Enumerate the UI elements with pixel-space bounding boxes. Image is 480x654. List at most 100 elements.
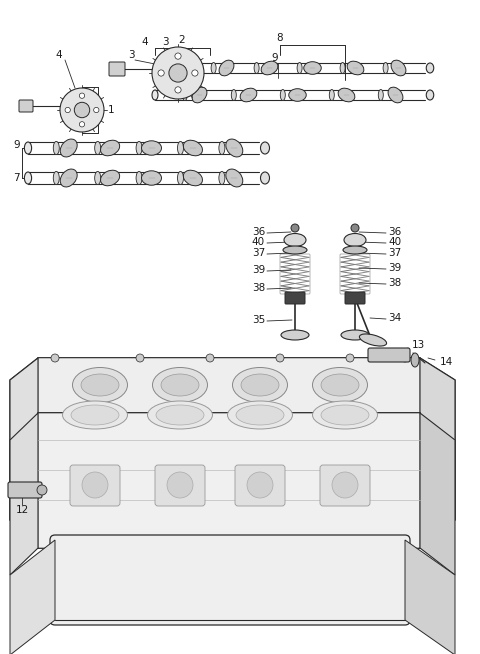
Ellipse shape bbox=[219, 141, 225, 154]
Ellipse shape bbox=[343, 246, 367, 254]
Text: 40: 40 bbox=[252, 237, 265, 247]
FancyBboxPatch shape bbox=[320, 465, 370, 506]
Ellipse shape bbox=[338, 88, 355, 102]
Ellipse shape bbox=[241, 374, 279, 396]
Polygon shape bbox=[420, 413, 455, 575]
Circle shape bbox=[175, 87, 181, 93]
Ellipse shape bbox=[226, 139, 243, 157]
FancyBboxPatch shape bbox=[8, 482, 42, 498]
Ellipse shape bbox=[360, 334, 386, 346]
Ellipse shape bbox=[240, 88, 257, 102]
Ellipse shape bbox=[153, 368, 207, 402]
Circle shape bbox=[169, 64, 187, 82]
FancyBboxPatch shape bbox=[70, 465, 120, 506]
Ellipse shape bbox=[156, 405, 204, 425]
Ellipse shape bbox=[297, 63, 302, 73]
FancyBboxPatch shape bbox=[368, 348, 410, 362]
Ellipse shape bbox=[100, 140, 120, 156]
FancyBboxPatch shape bbox=[38, 413, 420, 548]
Text: 12: 12 bbox=[15, 505, 29, 515]
Circle shape bbox=[51, 354, 59, 362]
Ellipse shape bbox=[219, 171, 225, 184]
Ellipse shape bbox=[388, 87, 403, 103]
FancyBboxPatch shape bbox=[155, 465, 205, 506]
Circle shape bbox=[206, 354, 214, 362]
Text: 4: 4 bbox=[55, 50, 62, 60]
Text: 8: 8 bbox=[276, 33, 283, 43]
Polygon shape bbox=[405, 540, 455, 654]
Ellipse shape bbox=[152, 90, 158, 100]
Polygon shape bbox=[10, 358, 38, 540]
Ellipse shape bbox=[95, 171, 101, 184]
Circle shape bbox=[60, 88, 104, 132]
Ellipse shape bbox=[60, 139, 77, 157]
Ellipse shape bbox=[228, 401, 292, 429]
Text: 35: 35 bbox=[252, 315, 265, 325]
Text: 36: 36 bbox=[388, 227, 401, 237]
Text: 2: 2 bbox=[179, 35, 185, 45]
Circle shape bbox=[167, 472, 193, 498]
Text: 3: 3 bbox=[162, 37, 168, 47]
Circle shape bbox=[192, 70, 198, 76]
Circle shape bbox=[401, 354, 409, 362]
Ellipse shape bbox=[182, 63, 188, 73]
Circle shape bbox=[351, 224, 359, 232]
Ellipse shape bbox=[426, 63, 434, 73]
Ellipse shape bbox=[341, 330, 369, 340]
FancyBboxPatch shape bbox=[235, 465, 285, 506]
Circle shape bbox=[79, 122, 84, 127]
Ellipse shape bbox=[178, 141, 183, 154]
Text: 7: 7 bbox=[13, 173, 20, 183]
Ellipse shape bbox=[136, 141, 142, 154]
Ellipse shape bbox=[142, 171, 161, 185]
Ellipse shape bbox=[53, 141, 60, 154]
Ellipse shape bbox=[411, 353, 419, 367]
Ellipse shape bbox=[24, 142, 32, 154]
Ellipse shape bbox=[232, 368, 288, 402]
Circle shape bbox=[175, 53, 181, 60]
Ellipse shape bbox=[340, 63, 345, 73]
Circle shape bbox=[346, 354, 354, 362]
Ellipse shape bbox=[321, 405, 369, 425]
Ellipse shape bbox=[62, 401, 128, 429]
Text: 1: 1 bbox=[108, 105, 115, 115]
Polygon shape bbox=[420, 358, 455, 540]
FancyBboxPatch shape bbox=[50, 535, 410, 625]
Ellipse shape bbox=[261, 142, 269, 154]
Ellipse shape bbox=[182, 90, 187, 101]
Ellipse shape bbox=[81, 374, 119, 396]
Text: 37: 37 bbox=[252, 248, 265, 258]
Ellipse shape bbox=[60, 169, 77, 187]
Circle shape bbox=[82, 472, 108, 498]
Circle shape bbox=[79, 93, 84, 98]
Polygon shape bbox=[10, 358, 455, 540]
Ellipse shape bbox=[231, 90, 236, 101]
Text: 34: 34 bbox=[388, 313, 401, 323]
Text: 4: 4 bbox=[142, 37, 148, 47]
Circle shape bbox=[65, 107, 71, 112]
Ellipse shape bbox=[100, 170, 120, 186]
Ellipse shape bbox=[72, 368, 128, 402]
Text: 9: 9 bbox=[13, 140, 20, 150]
FancyBboxPatch shape bbox=[19, 100, 33, 112]
Circle shape bbox=[74, 102, 90, 118]
Circle shape bbox=[247, 472, 273, 498]
Text: 39: 39 bbox=[252, 265, 265, 275]
Text: 38: 38 bbox=[388, 278, 401, 288]
Ellipse shape bbox=[280, 90, 285, 101]
Ellipse shape bbox=[426, 90, 434, 100]
Ellipse shape bbox=[183, 140, 203, 156]
Ellipse shape bbox=[24, 172, 32, 184]
Ellipse shape bbox=[219, 60, 234, 76]
Ellipse shape bbox=[71, 405, 119, 425]
Polygon shape bbox=[10, 413, 38, 575]
Ellipse shape bbox=[304, 61, 321, 75]
Ellipse shape bbox=[211, 63, 216, 73]
Ellipse shape bbox=[329, 90, 334, 101]
Ellipse shape bbox=[321, 374, 359, 396]
Text: 14: 14 bbox=[440, 357, 453, 367]
Text: 40: 40 bbox=[388, 237, 401, 247]
Circle shape bbox=[37, 485, 47, 495]
Text: 39: 39 bbox=[388, 263, 401, 273]
Text: 38: 38 bbox=[252, 283, 265, 293]
